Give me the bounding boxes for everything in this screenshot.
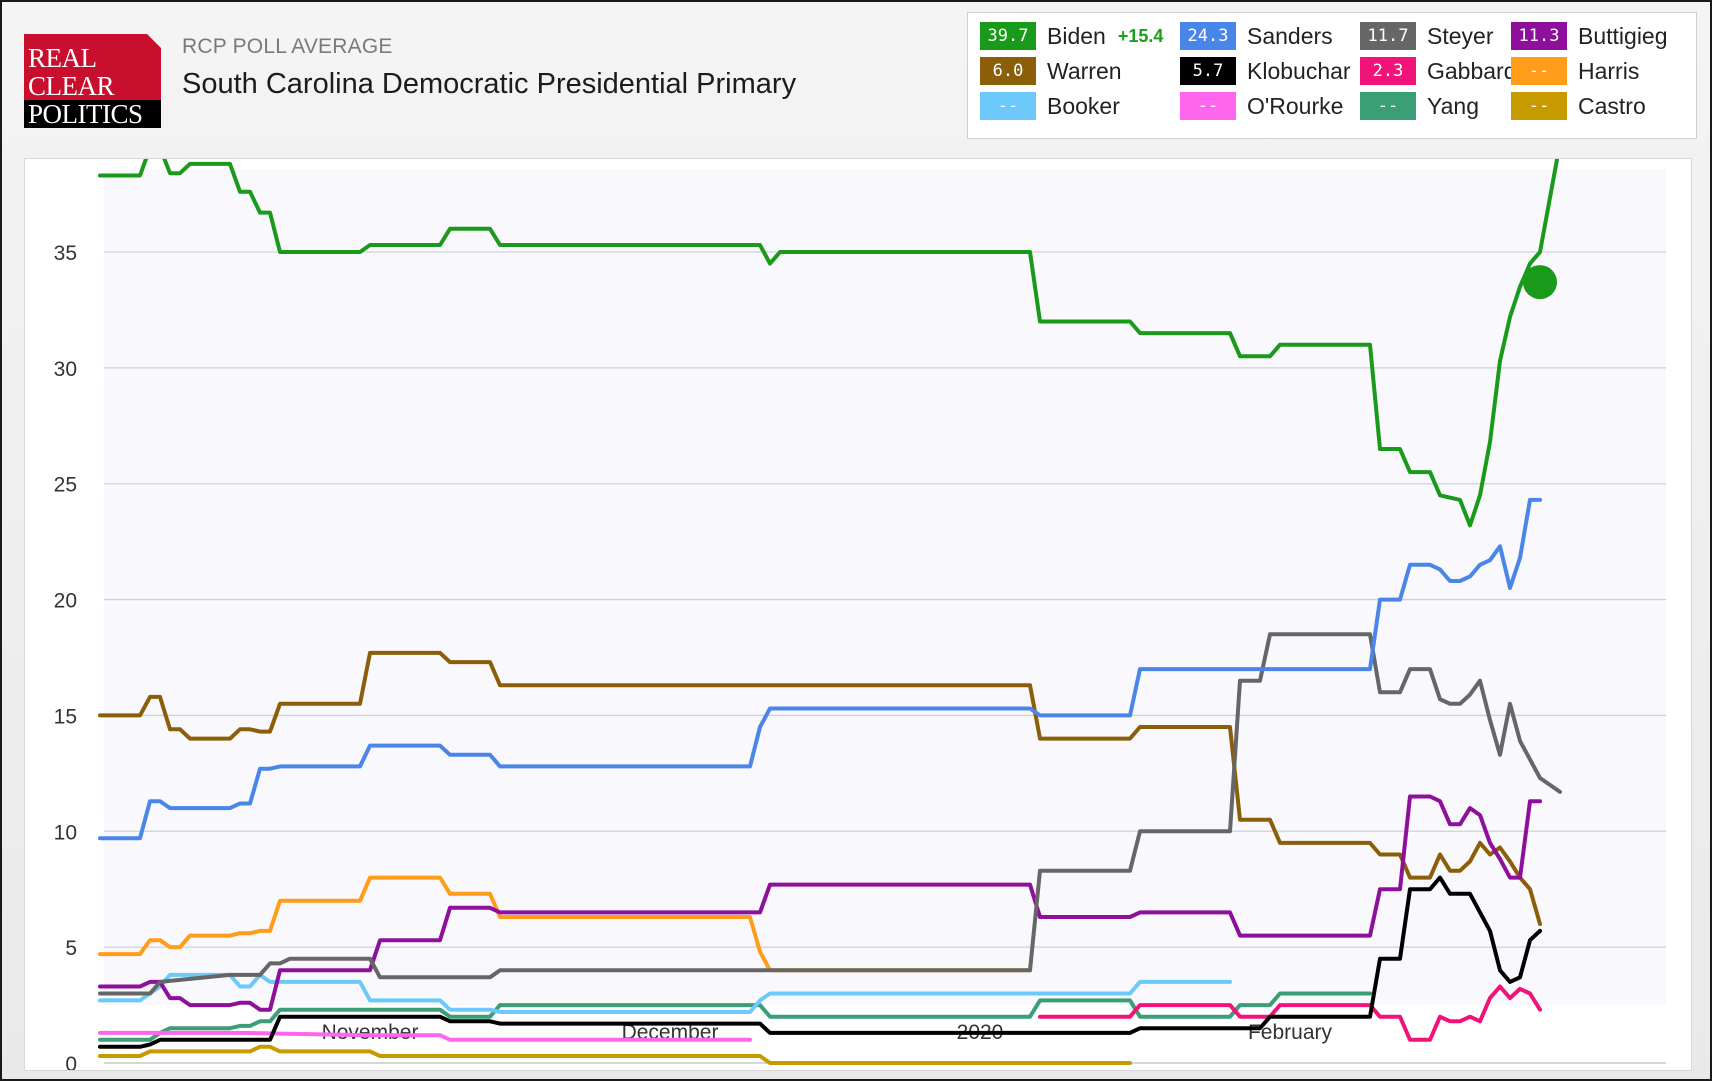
series-line-sanders[interactable] — [98, 497, 1542, 841]
legend-name-biden: Biden — [1047, 22, 1106, 49]
legend-name-booker: Booker — [1047, 92, 1120, 119]
y-tick-label: 20 — [54, 590, 77, 613]
legend-value-orourke: -- — [1180, 92, 1236, 120]
legend-item-warren[interactable]: 6.0 Warren — [980, 56, 1122, 86]
series-line-warren[interactable] — [98, 650, 1542, 926]
series-line-biden[interactable] — [98, 141, 1562, 528]
legend-value-steyer: 11.7 — [1360, 22, 1416, 50]
legend-value-gabbard: 2.3 — [1360, 57, 1416, 85]
plot-area: 0 5 10 15 20 25 30 35 November December 2020 Februa… — [24, 141, 1692, 1076]
series-line-klobuchar[interactable] — [98, 875, 1542, 1049]
legend-item-steyer[interactable]: 11.7 Steyer — [1360, 21, 1493, 51]
series-line-castro[interactable] — [98, 1044, 1132, 1065]
legend-item-biden[interactable]: 39.7 Biden +15.4 — [980, 21, 1163, 51]
legend-item-sanders[interactable]: 24.3 Sanders — [1180, 21, 1333, 51]
x-tick-label: February — [1248, 1021, 1333, 1044]
legend-name-orourke: O'Rourke — [1247, 92, 1344, 119]
legend-spread-biden: +15.4 — [1117, 25, 1164, 46]
legend-value-castro: -- — [1511, 92, 1567, 120]
legend-name-castro: Castro — [1578, 92, 1646, 119]
y-tick-label: 10 — [54, 821, 77, 844]
series-line-orourke[interactable] — [98, 1030, 752, 1042]
legend-name-warren: Warren — [1047, 57, 1122, 84]
legend-item-orourke[interactable]: -- O'Rourke — [1180, 91, 1343, 121]
legend-item-yang[interactable]: -- Yang — [1360, 91, 1479, 121]
legend-item-harris[interactable]: -- Harris — [1511, 56, 1639, 86]
legend-name-harris: Harris — [1578, 57, 1640, 84]
series-line-yang[interactable] — [98, 991, 1372, 1042]
legend: 39.7 Biden +15.4 24.3 Sanders 11.7 Steyer 11.3 B… — [967, 12, 1697, 139]
legend-value-biden: 39.7 — [980, 22, 1036, 50]
y-tick-label: 35 — [54, 242, 77, 265]
legend-name-gabbard: Gabbard — [1427, 57, 1517, 84]
y-tick-label: 25 — [54, 474, 77, 497]
legend-item-castro[interactable]: -- Castro — [1511, 91, 1646, 121]
legend-value-booker: -- — [980, 92, 1036, 120]
y-tick-label: 15 — [54, 705, 77, 728]
legend-name-yang: Yang — [1427, 92, 1480, 119]
legend-item-buttigieg[interactable]: 11.3 Buttigieg — [1511, 21, 1668, 51]
legend-name-sanders: Sanders — [1247, 22, 1333, 49]
legend-item-klobuchar[interactable]: 5.7 Klobuchar — [1180, 56, 1351, 86]
y-tick-label: 0 — [65, 1053, 77, 1070]
series-line-steyer[interactable] — [98, 632, 1562, 996]
x-tick-label: November — [322, 1021, 419, 1044]
legend-value-buttigieg: 11.3 — [1511, 22, 1567, 50]
y-tick-label: 30 — [54, 358, 77, 381]
legend-value-harris: -- — [1511, 57, 1567, 85]
legend-item-booker[interactable]: -- Booker — [980, 91, 1120, 121]
rcp-logo[interactable]: REAL CLEAR POLITICS — [24, 34, 161, 128]
legend-value-warren: 6.0 — [980, 57, 1036, 85]
series-line-gabbard[interactable] — [1038, 984, 1542, 1042]
legend-name-klobuchar: Klobuchar — [1247, 57, 1351, 84]
legend-value-yang: -- — [1360, 92, 1416, 120]
chart-subtitle: RCP POLL AVERAGE — [182, 35, 393, 58]
legend-item-gabbard[interactable]: 2.3 Gabbard — [1360, 56, 1517, 86]
legend-value-klobuchar: 5.7 — [1180, 57, 1236, 85]
plot-background — [104, 169, 1666, 1005]
chart-title: South Carolina Democratic Presidential P… — [182, 68, 797, 100]
legend-name-steyer: Steyer — [1427, 22, 1494, 49]
y-tick-label: 5 — [65, 937, 77, 960]
hover-marker[interactable] — [1523, 265, 1557, 300]
series-line-harris[interactable] — [98, 875, 1032, 973]
logo-fold — [147, 34, 161, 48]
series-line-buttigieg[interactable] — [98, 794, 1542, 1012]
legend-value-sanders: 24.3 — [1180, 22, 1236, 50]
legend-name-buttigieg: Buttigieg — [1578, 22, 1668, 49]
